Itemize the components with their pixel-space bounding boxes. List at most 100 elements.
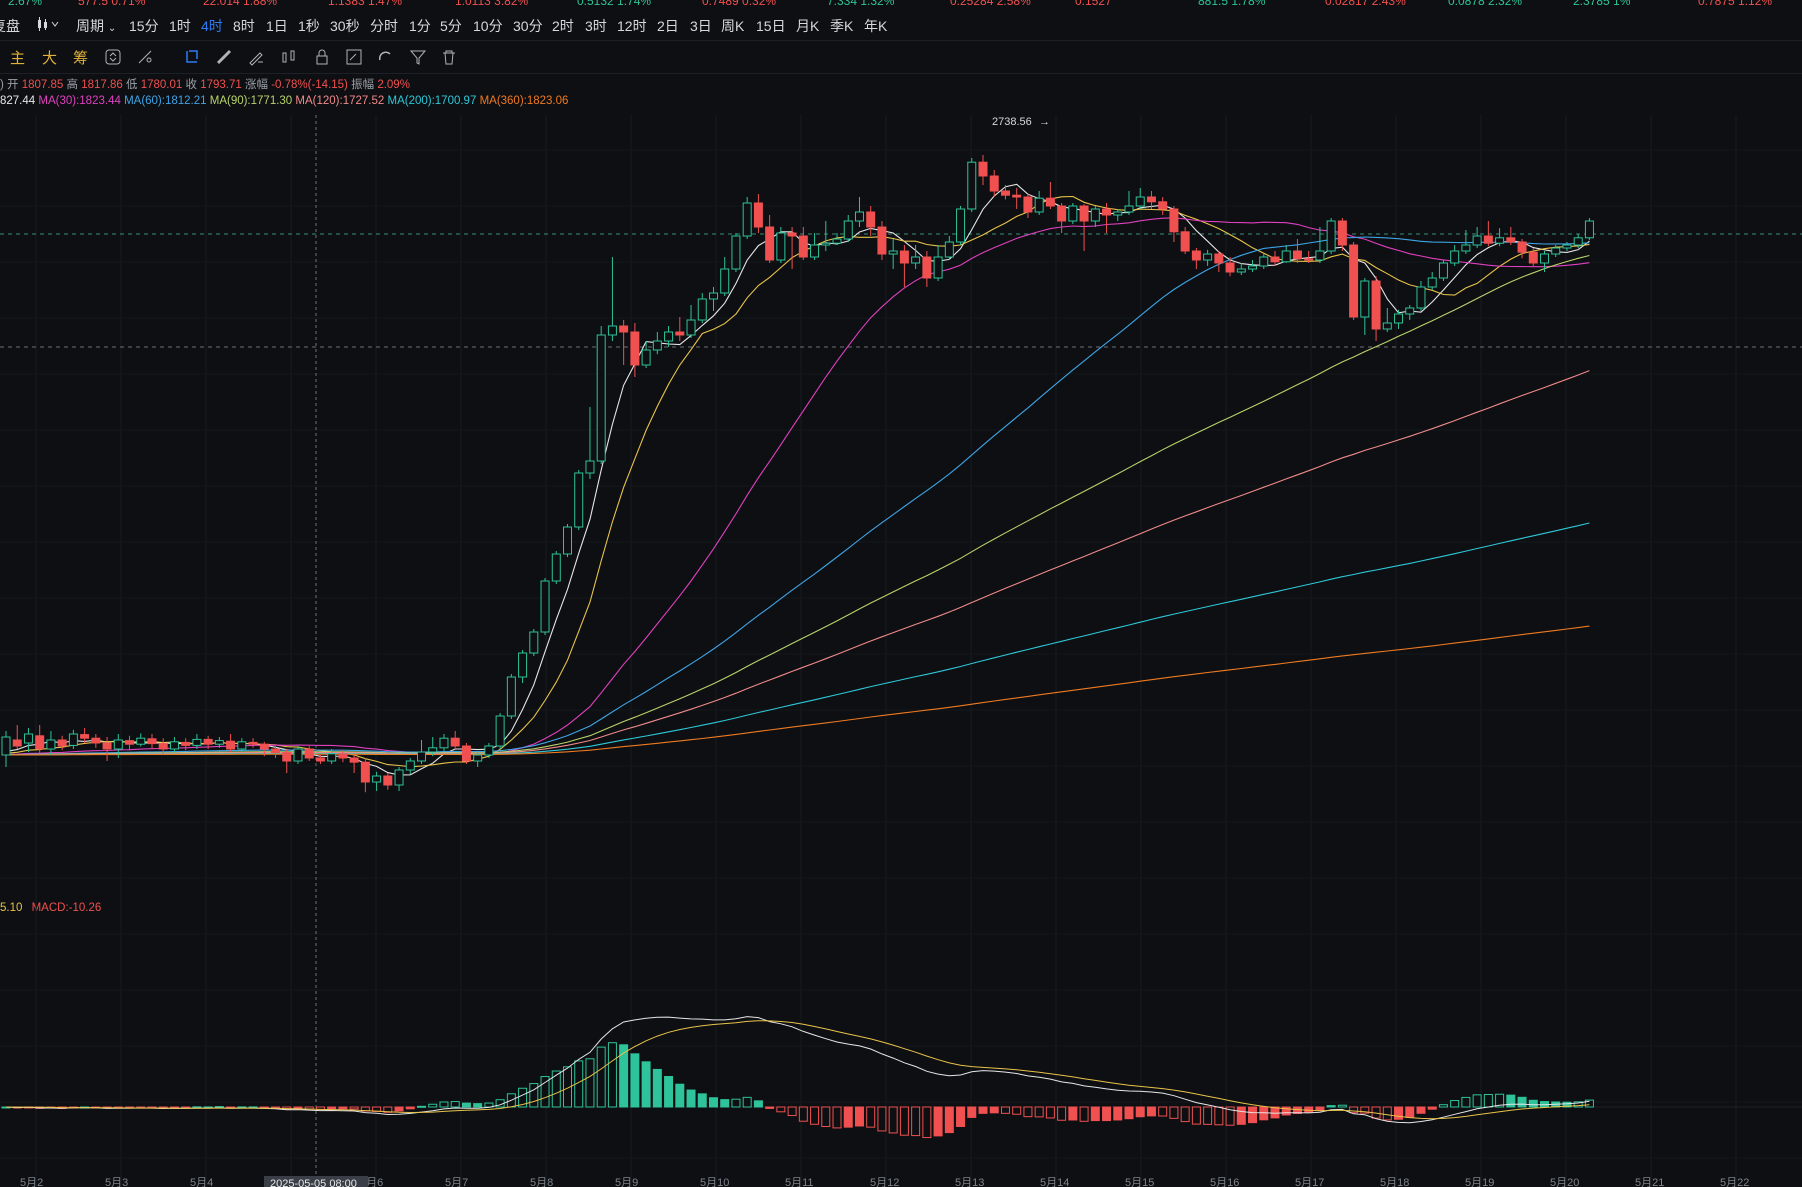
replay-button[interactable]: 复盘	[0, 18, 20, 34]
period-12h[interactable]: 12时	[617, 18, 647, 34]
candle-body	[394, 769, 404, 786]
ticker-item[interactable]: 1.0113 3.82%	[455, 0, 529, 8]
candle-body	[888, 250, 898, 255]
period-10m[interactable]: 10分	[473, 18, 503, 34]
close-value: 1793.71	[200, 79, 242, 91]
period-30s[interactable]: 30秒	[330, 18, 360, 34]
period-15d[interactable]: 15日	[756, 18, 786, 34]
ticker-item[interactable]: 0.1527	[1075, 0, 1112, 8]
chips-indicator-button[interactable]: 筹	[73, 50, 89, 67]
big-indicator-button[interactable]: 大	[42, 50, 58, 67]
period-year[interactable]: 年K	[864, 18, 888, 34]
x-axis-label: 5月11	[785, 1177, 814, 1187]
macd-bar	[787, 1106, 797, 1117]
period-1s[interactable]: 1秒	[298, 18, 320, 34]
macd-bar	[226, 1106, 236, 1109]
macd-bar	[450, 1101, 460, 1108]
chart-type-selector[interactable]	[36, 16, 62, 35]
macd-bar	[1551, 1101, 1561, 1108]
trash-icon[interactable]	[440, 48, 458, 66]
candle-body	[607, 325, 617, 336]
candle-body	[1528, 251, 1538, 264]
ruler-icon[interactable]	[215, 48, 233, 66]
brush-icon[interactable]	[136, 48, 154, 66]
period-2h[interactable]: 2时	[552, 18, 574, 34]
period-dropdown-label: 周期	[76, 18, 104, 34]
ticker-item[interactable]: 2.3785 1%	[1573, 0, 1631, 8]
macd-bar	[102, 1106, 112, 1109]
period-quarter[interactable]: 季K	[830, 18, 854, 34]
period-3h[interactable]: 3时	[585, 18, 607, 34]
period-5m[interactable]: 5分	[440, 18, 462, 34]
macd-bar	[237, 1106, 247, 1109]
ticker-item[interactable]: 0.02817 2.43%	[1325, 0, 1406, 8]
x-axis-label: 5月19	[1465, 1177, 1494, 1187]
ticker-item[interactable]: 1.1383 1.47%	[328, 0, 403, 8]
ticker-item[interactable]: 0.7489 0.32%	[702, 0, 777, 8]
magnet-icon[interactable]	[376, 48, 394, 66]
ticker-item[interactable]: 7.334 1.32%	[827, 0, 895, 8]
period-tick[interactable]: 分时	[370, 18, 398, 34]
period-2d[interactable]: 2日	[657, 18, 679, 34]
lock-icon[interactable]	[313, 48, 331, 66]
candle-body	[282, 752, 292, 762]
macd-bar	[23, 1106, 33, 1109]
macd-bar	[495, 1099, 505, 1108]
candle-body	[428, 747, 438, 753]
macd-bar	[439, 1101, 449, 1108]
macd-bar	[686, 1089, 696, 1108]
ticker-item[interactable]: 577.5 0.71%	[78, 0, 146, 8]
period-1d[interactable]: 1日	[266, 18, 288, 34]
candle-icon[interactable]	[280, 48, 298, 66]
ticker-item[interactable]: 881.5 1.78%	[1198, 0, 1266, 8]
candle-body	[563, 526, 572, 555]
cursor-icon[interactable]	[183, 48, 201, 66]
period-30m[interactable]: 30分	[513, 18, 543, 34]
pen-icon[interactable]	[247, 48, 265, 66]
candle-body	[1169, 208, 1179, 233]
macd-bar	[708, 1097, 718, 1108]
period-month[interactable]: 月K	[796, 18, 820, 34]
macd-bar	[57, 1106, 67, 1109]
ma5-line	[5, 183, 1590, 776]
macd-bar	[1000, 1106, 1010, 1114]
candle-body	[1057, 205, 1067, 222]
drawing-toolbar: 主 大 筹	[0, 41, 1802, 74]
period-1h[interactable]: 1时	[169, 18, 191, 34]
period-dropdown[interactable]: 周期 ⌄	[76, 16, 116, 36]
macd-bar	[282, 1106, 292, 1110]
period-8h[interactable]: 8时	[233, 18, 255, 34]
macd-bar	[147, 1106, 157, 1109]
macd-bar	[1584, 1099, 1594, 1108]
candle-body	[1584, 220, 1594, 239]
period-week[interactable]: 周K	[721, 18, 745, 34]
candle-body	[315, 757, 325, 762]
candle-body	[439, 737, 449, 749]
ticker-item[interactable]: 0.0878 2.32%	[1448, 0, 1523, 8]
sync-icon[interactable]	[104, 48, 122, 66]
ticker-item[interactable]: 2.67%	[8, 0, 43, 8]
filter-icon[interactable]	[409, 48, 427, 66]
macd-bar	[1045, 1106, 1055, 1119]
candle-body	[1540, 253, 1550, 264]
period-4h[interactable]: 4时	[201, 18, 223, 34]
period-15m[interactable]: 15分	[129, 18, 159, 34]
macd-bar	[956, 1106, 966, 1127]
ticker-item[interactable]: 0.7875 1.12%	[1698, 0, 1773, 8]
period-3d[interactable]: 3日	[690, 18, 712, 34]
macd-dif-line	[5, 1016, 1590, 1124]
candle-body	[192, 738, 202, 746]
x-axis-label: 5月15	[1125, 1177, 1154, 1187]
macd-bar	[271, 1106, 281, 1109]
macd-bar	[125, 1106, 135, 1109]
ticker-item[interactable]: 22.014 1.88%	[203, 0, 278, 8]
ticker-item[interactable]: 0.5132 1.74%	[577, 0, 652, 8]
period-1m[interactable]: 1分	[409, 18, 431, 34]
moving-averages	[5, 183, 1590, 776]
edit-icon[interactable]	[345, 48, 363, 66]
macd-bar	[1034, 1106, 1044, 1118]
main-indicator-button[interactable]: 主	[10, 50, 26, 67]
crosshair-time-box	[264, 1176, 368, 1187]
ticker-item[interactable]: 0.25284 2.58%	[950, 0, 1031, 8]
